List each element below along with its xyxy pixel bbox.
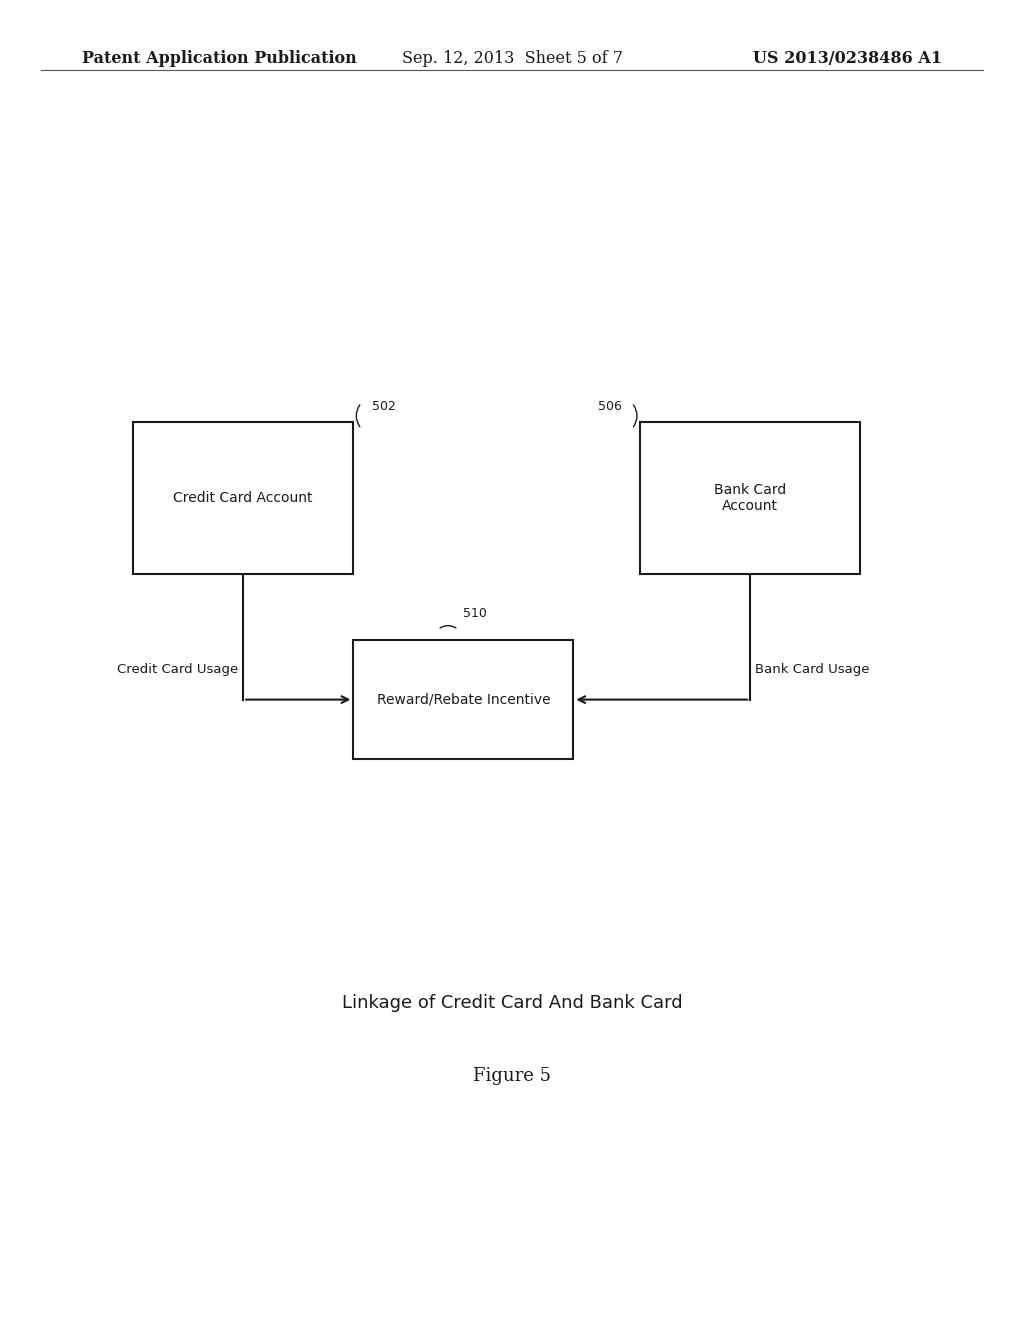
Bar	[133, 422, 353, 574]
Text: 510: 510	[463, 607, 487, 620]
Text: Reward/Rebate Incentive: Reward/Rebate Incentive	[377, 693, 550, 706]
Text: 502: 502	[372, 400, 395, 413]
Text: Sep. 12, 2013  Sheet 5 of 7: Sep. 12, 2013 Sheet 5 of 7	[401, 50, 623, 67]
Text: Credit Card Account: Credit Card Account	[173, 491, 313, 506]
Text: 506: 506	[598, 400, 622, 413]
Text: Bank Card Usage: Bank Card Usage	[756, 663, 869, 676]
Text: Figure 5: Figure 5	[473, 1067, 551, 1085]
Text: Credit Card Usage: Credit Card Usage	[117, 663, 238, 676]
Text: Patent Application Publication: Patent Application Publication	[82, 50, 356, 67]
Text: Bank Card
Account: Bank Card Account	[714, 483, 786, 513]
Text: US 2013/0238486 A1: US 2013/0238486 A1	[753, 50, 942, 67]
Bar	[640, 422, 860, 574]
Text: Linkage of Credit Card And Bank Card: Linkage of Credit Card And Bank Card	[342, 994, 682, 1012]
Bar	[353, 640, 573, 759]
